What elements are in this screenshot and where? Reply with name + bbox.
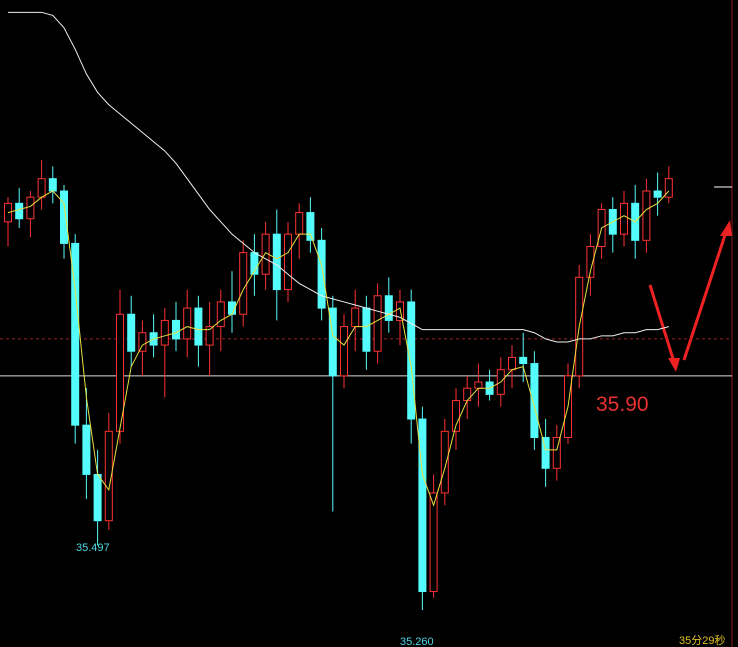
- candle-body: [306, 212, 315, 241]
- candle-body: [351, 307, 360, 328]
- candle-body: [373, 295, 382, 352]
- candle-body: [138, 332, 147, 352]
- candle-body: [160, 319, 169, 346]
- candle-body: [284, 233, 292, 291]
- candle-body: [26, 196, 35, 220]
- candle-body: [541, 436, 550, 469]
- candle-body: [194, 307, 203, 346]
- candle-body: [440, 430, 449, 494]
- candle-body: [474, 381, 483, 389]
- arrows: [648, 220, 732, 372]
- overlay-line: [7, 190, 670, 507]
- candle-body: [127, 313, 136, 352]
- candle-body: [340, 326, 348, 377]
- candle-body: [205, 326, 214, 346]
- candle-body: [463, 387, 472, 402]
- candle-body: [295, 212, 304, 235]
- candle-body: [48, 178, 57, 192]
- candle-body: [452, 400, 460, 432]
- candle-body: [418, 418, 427, 593]
- candle-body: [60, 190, 68, 244]
- candle-body: [519, 356, 528, 365]
- candle-body: [620, 202, 628, 235]
- candle-body: [396, 301, 404, 321]
- candle-body: [586, 245, 595, 278]
- candle-body: [15, 202, 24, 220]
- candle-body: [93, 473, 102, 522]
- candle-body: [328, 307, 337, 377]
- candle-body: [239, 252, 248, 315]
- candle-body: [429, 492, 438, 593]
- candle-body: [272, 233, 281, 291]
- overlay-line: [8, 11, 669, 343]
- candle-body: [653, 190, 662, 198]
- candle-body: [172, 319, 180, 340]
- candle-body: [384, 295, 393, 321]
- candle-body: [552, 436, 561, 469]
- candle-body: [216, 301, 225, 328]
- candle-body: [82, 424, 91, 475]
- candle-body: [664, 178, 673, 198]
- candle-body: [116, 313, 124, 432]
- candle-body: [362, 307, 371, 352]
- candle-body: [71, 242, 80, 426]
- candle-body: [104, 430, 113, 522]
- low-label: 35.260: [400, 636, 434, 647]
- candle-body: [530, 363, 539, 438]
- low-label: 35.497: [76, 542, 110, 554]
- candle-body: [183, 307, 192, 340]
- candle-body: [317, 239, 326, 309]
- candle-body: [508, 356, 516, 371]
- price-annotation: 35.90: [596, 393, 649, 416]
- candle-body: [37, 178, 46, 198]
- timer: 35分29秒: [679, 633, 725, 647]
- candle-body: [642, 190, 651, 241]
- candle-body: [407, 301, 416, 420]
